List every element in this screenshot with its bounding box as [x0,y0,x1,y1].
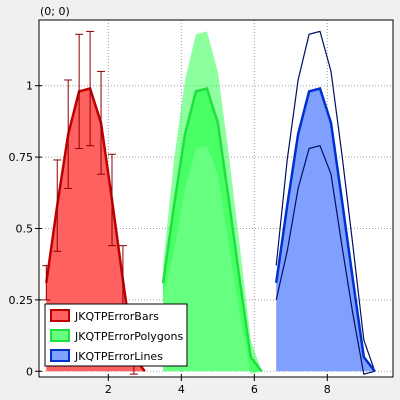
x-tick-label: 2 [105,383,112,396]
series-area-red [46,88,145,372]
series-group [42,30,376,375]
coordinate-readout: (0; 0) [40,5,70,18]
data-point [184,133,186,136]
legend: JKQTPErrorBars JKQTPErrorPolygons JKQTPErr… [44,303,188,367]
data-point [227,199,230,201]
y-tick-label: 0.25 [9,294,34,307]
legend-swatch-blue [50,349,70,362]
y-tick-label: 0.5 [16,222,34,235]
data-point [162,281,164,284]
error-line-upper [275,30,376,372]
data-point [260,370,263,373]
legend-swatch-red [50,309,70,322]
data-point [195,90,197,93]
y-tick-label: 1 [26,80,33,93]
data-point [217,122,219,124]
data-point [206,87,208,90]
legend-label: JKQTPErrorBars [74,310,159,323]
legend-swatch-green [50,329,70,342]
legend-label: JKQTPErrorPolygons [74,330,184,343]
plot-frame [38,19,394,378]
data-point [238,279,241,281]
y-tick-label: 0 [26,365,33,378]
data-point [173,204,175,207]
data-point [249,356,252,358]
x-tick-label: 4 [178,383,185,396]
x-tick-label: 6 [251,383,258,396]
series-line-blue [274,86,376,373]
error-polygon [163,31,262,375]
series-line-green [161,86,263,373]
error-line-lower [275,144,375,375]
x-tick-label: 8 [324,383,331,396]
y-tick-label: 0.75 [9,151,34,164]
legend-label: JKQTPErrorLines [74,350,163,363]
